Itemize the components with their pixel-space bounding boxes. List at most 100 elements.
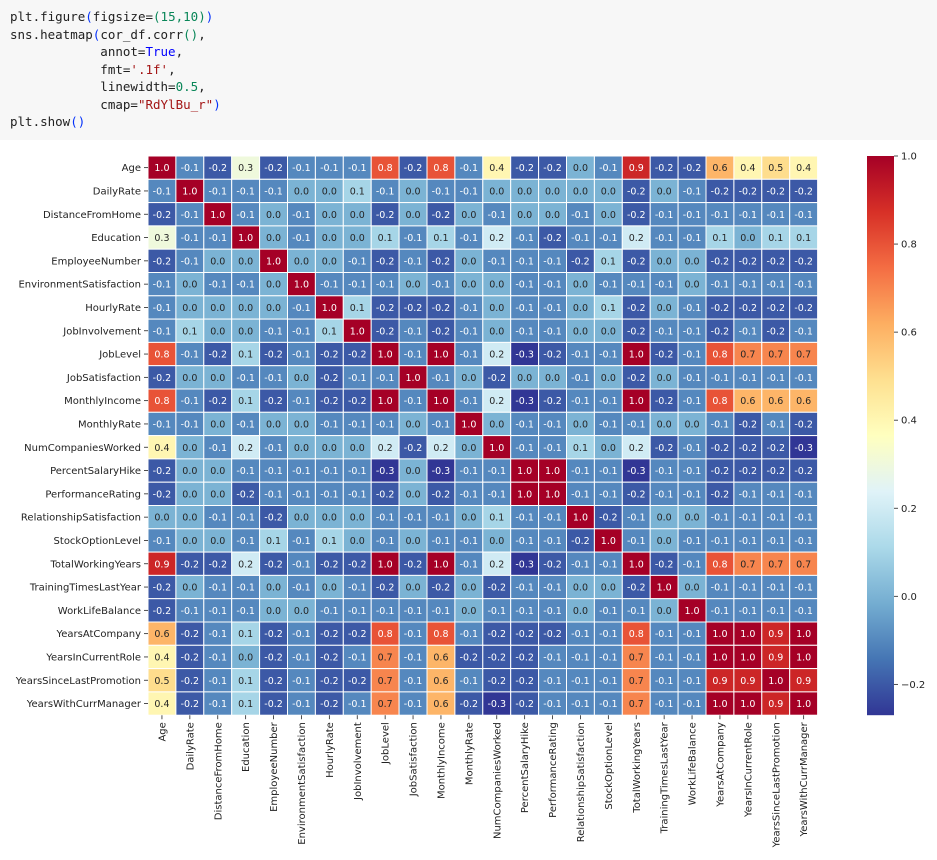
heatmap-cell: -0.2 <box>370 202 400 227</box>
heatmap-cell: -0.2 <box>538 155 567 180</box>
cell-annotation: -0.2 <box>432 489 451 500</box>
cell-annotation: -0.2 <box>543 559 562 570</box>
code-editor[interactable]: plt.figure(figsize=(15,10)) sns.heatmap(… <box>10 8 927 131</box>
y-tick-label: TotalWorkingYears <box>49 559 141 570</box>
cell-annotation: -0.1 <box>348 280 367 291</box>
heatmap-cell: 1.0 <box>621 388 651 413</box>
cell-annotation: -0.2 <box>739 443 758 454</box>
cell-annotation: 0.1 <box>266 536 281 547</box>
heatmap-cell: 0.4 <box>482 155 512 180</box>
cell-annotation: -0.1 <box>683 652 702 663</box>
cell-annotation: -0.2 <box>264 559 283 570</box>
heatmap-cell: 0.2 <box>482 551 512 576</box>
cell-annotation: -0.2 <box>739 466 758 477</box>
heatmap-cell: -0.2 <box>370 295 400 320</box>
heatmap-cell: 0.1 <box>426 225 456 250</box>
heatmap-cell: -0.1 <box>649 225 679 250</box>
cell-annotation: 0.0 <box>405 186 420 197</box>
code-cell[interactable]: plt.figure(figsize=(15,10)) sns.heatmap(… <box>0 0 937 140</box>
cell-annotation: -0.1 <box>236 513 255 524</box>
cell-annotation: -0.2 <box>794 256 813 267</box>
cell-annotation: -0.2 <box>404 443 423 454</box>
heatmap-cell: 0.0 <box>314 505 344 530</box>
cell-annotation: -0.3 <box>487 699 506 710</box>
x-tick-label: PercentSalaryHike <box>520 722 531 813</box>
cell-annotation: -0.1 <box>292 303 311 314</box>
cell-annotation: 1.0 <box>378 350 393 361</box>
cell-annotation: -0.2 <box>181 652 200 663</box>
cell-annotation: -0.2 <box>543 396 562 407</box>
cell-annotation: 1.0 <box>182 186 197 197</box>
x-tick-label: YearsAtCompany <box>715 722 726 808</box>
heatmap-cell: 1.0 <box>733 621 763 646</box>
cell-annotation: -0.1 <box>627 536 646 547</box>
cell-annotation: 0.7 <box>378 699 393 710</box>
cell-annotation: -0.2 <box>376 326 395 337</box>
cell-annotation: -0.2 <box>153 373 172 384</box>
cell-annotation: -0.1 <box>348 373 367 384</box>
cell-annotation: -0.1 <box>766 489 785 500</box>
heatmap-cell: -0.2 <box>733 458 763 483</box>
heatmap-cell: 0.0 <box>175 481 205 507</box>
cell-annotation: 1.0 <box>433 559 448 570</box>
heatmap-cell: 0.1 <box>705 225 735 250</box>
heatmap-cell: 1.0 <box>147 155 177 180</box>
heatmap-cell: -0.1 <box>259 435 289 460</box>
cell-annotation: 0.7 <box>740 559 755 570</box>
heatmap-cell: -0.1 <box>287 644 316 670</box>
cell-annotation: -0.1 <box>515 256 534 267</box>
cell-annotation: -0.1 <box>543 676 562 687</box>
cell-annotation: -0.1 <box>376 419 395 430</box>
cell-annotation: -0.1 <box>515 443 534 454</box>
cell-annotation: 0.1 <box>322 326 337 337</box>
cell-annotation: 0.0 <box>657 419 672 430</box>
code-token: annot= <box>10 44 146 59</box>
heatmap-cell: -0.1 <box>510 435 540 460</box>
cell-annotation: -0.1 <box>711 419 730 430</box>
cell-annotation: -0.2 <box>432 256 451 267</box>
heatmap-cell: 0.0 <box>175 458 205 483</box>
cell-annotation: -0.1 <box>320 280 339 291</box>
heatmap-cell: 0.0 <box>203 458 233 483</box>
cell-annotation: -0.2 <box>515 699 534 710</box>
cell-annotation: -0.1 <box>599 559 618 570</box>
cell-annotation: 1.0 <box>433 396 448 407</box>
heatmap-cell: -0.1 <box>538 272 567 297</box>
heatmap-cell: 0.1 <box>761 225 791 250</box>
heatmap-cell: -0.2 <box>426 248 456 273</box>
heatmap-cell: -0.2 <box>538 341 567 367</box>
cell-annotation: -0.2 <box>460 699 479 710</box>
cell-annotation: 0.6 <box>796 396 811 407</box>
cell-annotation: 0.1 <box>238 350 253 361</box>
cell-annotation: -0.1 <box>683 186 702 197</box>
cell-annotation: -0.1 <box>794 210 813 221</box>
cell-annotation: 0.0 <box>489 536 504 547</box>
colorbar-tick-label: 0.0 <box>901 592 917 603</box>
heatmap-cell: -0.2 <box>482 574 512 600</box>
cell-annotation: -0.2 <box>208 396 227 407</box>
cell-annotation: 0.0 <box>573 186 588 197</box>
y-tick-label: TrainingTimesLastYear <box>29 583 142 594</box>
heatmap-cell: -0.1 <box>566 691 595 716</box>
cell-annotation: -0.1 <box>487 489 506 500</box>
heatmap-cell: 0.0 <box>649 248 679 273</box>
heatmap-cell: -0.1 <box>677 388 707 413</box>
heatmap-cell: 1.0 <box>231 225 261 250</box>
cell-annotation: -0.3 <box>376 466 395 477</box>
cell-annotation: 0.0 <box>210 303 225 314</box>
heatmap-cell: 0.0 <box>203 528 233 553</box>
cell-annotation: -0.2 <box>655 443 674 454</box>
cell-annotation: -0.2 <box>432 210 451 221</box>
heatmap-cell: -0.1 <box>789 528 819 553</box>
cell-annotation: -0.1 <box>181 256 200 267</box>
heatmap-cell: -0.2 <box>621 248 651 273</box>
heatmap-cell: -0.1 <box>761 598 791 623</box>
x-tick-label: JobLevel <box>381 722 392 765</box>
heatmap-cell: 1.0 <box>426 551 456 576</box>
cell-annotation: -0.1 <box>404 676 423 687</box>
heatmap-cell: 0.0 <box>649 295 679 320</box>
cell-annotation: -0.2 <box>208 559 227 570</box>
heatmap-cell: 0.9 <box>733 668 763 693</box>
x-tick-label: YearsInCurrentRole <box>743 722 754 818</box>
heatmap-cell: -0.1 <box>287 668 316 693</box>
